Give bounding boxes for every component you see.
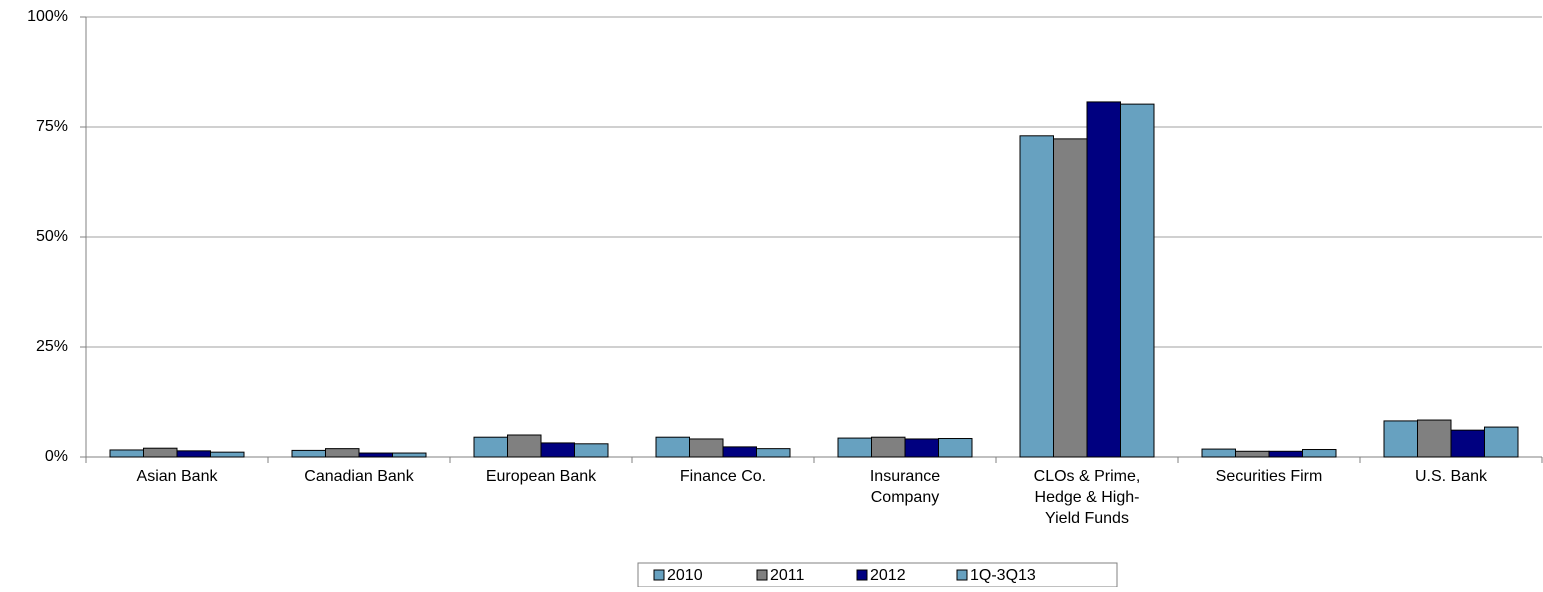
x-tick-label: Securities Firm [1215, 468, 1323, 485]
bar [1450, 429, 1485, 458]
x-tick-label-box: Asian Bank [136, 468, 218, 485]
bar [837, 437, 872, 458]
bar [1019, 135, 1054, 458]
bar [540, 442, 575, 458]
x-tick-label: Insurance Company [869, 468, 941, 506]
bar [938, 438, 973, 458]
bar [904, 438, 939, 458]
bar [756, 448, 791, 458]
bar [655, 436, 690, 458]
legend-swatch [956, 569, 968, 581]
bar [291, 449, 326, 458]
bar [1235, 450, 1270, 458]
legend-box [637, 562, 1118, 588]
bar [176, 450, 211, 458]
legend-swatch [653, 569, 665, 581]
x-tick-label: European Bank [485, 468, 597, 485]
x-tick-label: Finance Co. [679, 468, 767, 485]
x-tick-label: Asian Bank [136, 468, 218, 485]
legend-label: 2010 [667, 567, 703, 584]
legend-label: 2012 [870, 567, 906, 584]
x-tick-label-box: CLOs & Prime, Hedge & High-Yield Funds [1033, 468, 1141, 527]
bar [689, 438, 724, 458]
bar [574, 443, 609, 458]
x-tick-label-box: Securities Firm [1215, 468, 1323, 485]
bar [1086, 101, 1121, 458]
bar [1484, 426, 1519, 458]
y-tick-label: 0% [45, 448, 68, 465]
bar [1201, 448, 1236, 458]
x-tick-label: U.S. Bank [1414, 468, 1488, 485]
bar [392, 452, 427, 458]
bar [1383, 420, 1418, 458]
legend-label: 1Q-3Q13 [970, 567, 1036, 584]
bar [1120, 103, 1155, 458]
y-tick-label: 100% [27, 8, 68, 25]
bar [109, 449, 144, 458]
x-tick-label: CLOs & Prime, Hedge & High-Yield Funds [1033, 468, 1141, 527]
bar [143, 447, 178, 458]
x-tick-label: Canadian Bank [304, 468, 414, 485]
bar [722, 446, 757, 458]
legend-swatch [756, 569, 768, 581]
bar [1417, 419, 1452, 458]
y-tick-label: 50% [36, 228, 68, 245]
x-tick-label-box: Insurance Company [869, 468, 941, 506]
bar [325, 448, 360, 458]
bar [1302, 449, 1337, 458]
y-tick-label: 25% [36, 338, 68, 355]
legend-label: 2011 [770, 567, 805, 584]
y-tick-label: 75% [36, 118, 68, 135]
legend-swatch [856, 569, 868, 581]
x-tick-label-box: Canadian Bank [304, 468, 414, 485]
x-tick-label-box: U.S. Bank [1414, 468, 1488, 485]
bar [871, 436, 906, 458]
bar [358, 452, 393, 458]
bar [1053, 138, 1088, 458]
bar [210, 451, 245, 458]
x-tick-label-box: European Bank [485, 468, 597, 485]
bar [507, 434, 542, 458]
bar [473, 436, 508, 458]
bar [1268, 450, 1303, 458]
x-tick-label-box: Finance Co. [679, 468, 767, 485]
